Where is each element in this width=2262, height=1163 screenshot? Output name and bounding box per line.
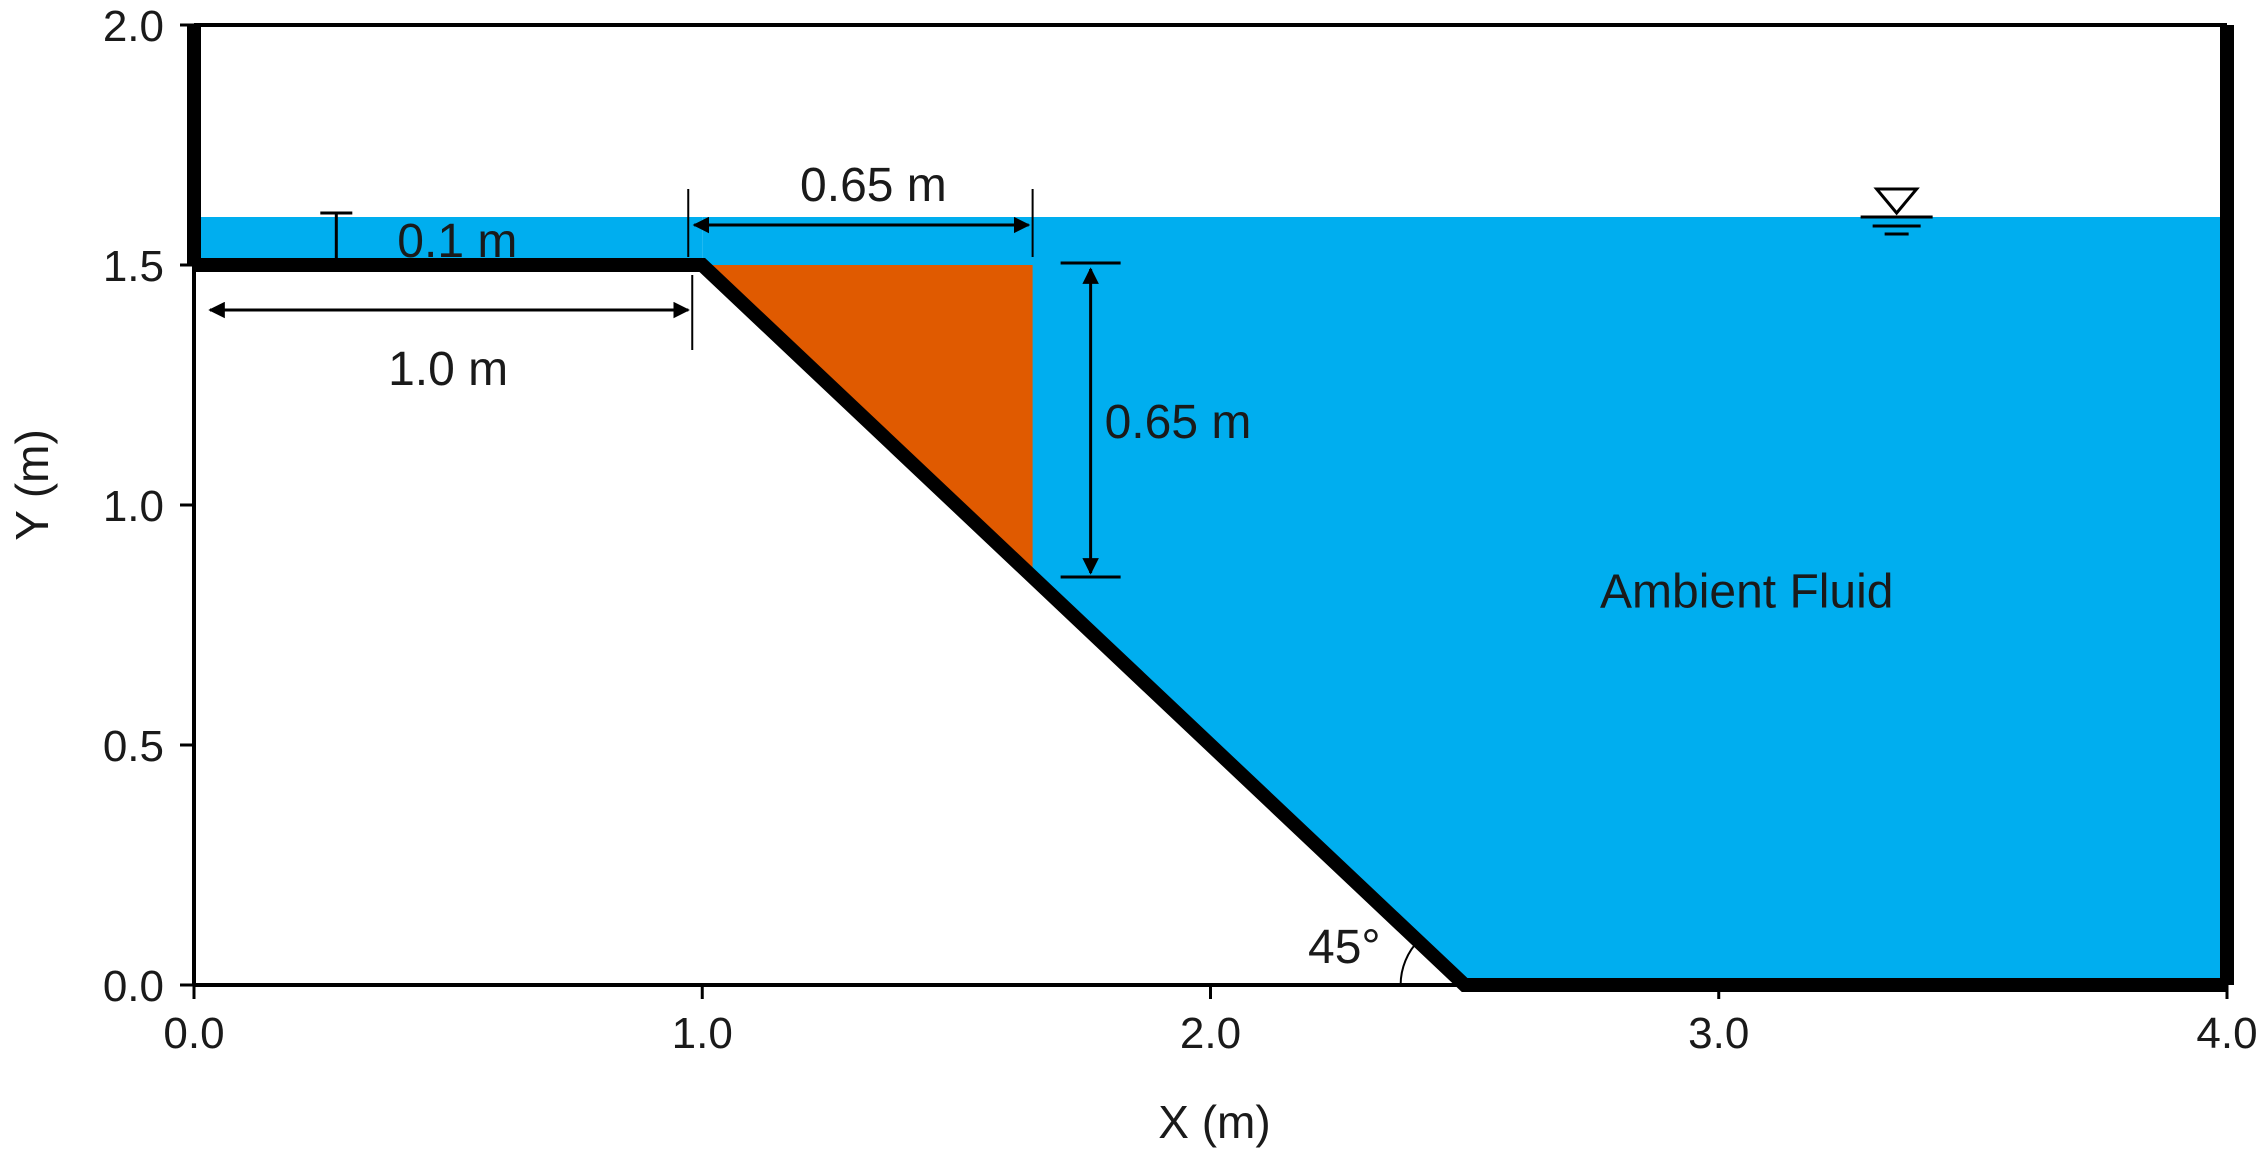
slope-angle-annotation: 45°: [1308, 921, 1421, 986]
slide-height-dimension: 0.65 m: [1060, 261, 1252, 579]
x-tick-label-3: 3.0: [1688, 1009, 1749, 1058]
y-tick-label-4: 2.0: [103, 2, 164, 51]
x-tick-label-4: 4.0: [2196, 1009, 2257, 1058]
shelf-length-dimension: 1.0 m: [208, 275, 694, 396]
y-axis-title: Y (m): [6, 429, 58, 541]
y-tick-label-1: 0.5: [103, 722, 164, 771]
x-tick-label-2: 2.0: [1180, 1009, 1241, 1058]
bed-profile: [194, 258, 2227, 992]
x-tick-label-1: 1.0: [672, 1009, 733, 1058]
x-axis-title: X (m): [1158, 1096, 1270, 1148]
water-depth-label: 0.1 m: [397, 215, 517, 268]
slide-height-label: 0.65 m: [1105, 396, 1252, 449]
ambient-fluid-label: Ambient Fluid: [1600, 565, 1893, 618]
shelf-water-layer: [194, 217, 703, 265]
free-surface-icon: [1860, 187, 1933, 236]
axis-ticks: 0.0 1.0 2.0 3.0 4.0 0.0 0.5 1.0 1.5 2.0: [103, 2, 2258, 1058]
shelf-length-label: 1.0 m: [388, 343, 508, 396]
water-depth-dimension: 0.1 m: [320, 211, 517, 268]
y-tick-label-2: 1.0: [103, 482, 164, 531]
slide-width-label: 0.65 m: [800, 159, 947, 212]
x-tick-label-0: 0.0: [163, 1009, 224, 1058]
y-tick-label-0: 0.0: [103, 962, 164, 1011]
y-tick-label-3: 1.5: [103, 242, 164, 291]
slope-angle-label: 45°: [1308, 921, 1381, 974]
slide-width-dimension: 0.65 m: [687, 159, 1034, 257]
